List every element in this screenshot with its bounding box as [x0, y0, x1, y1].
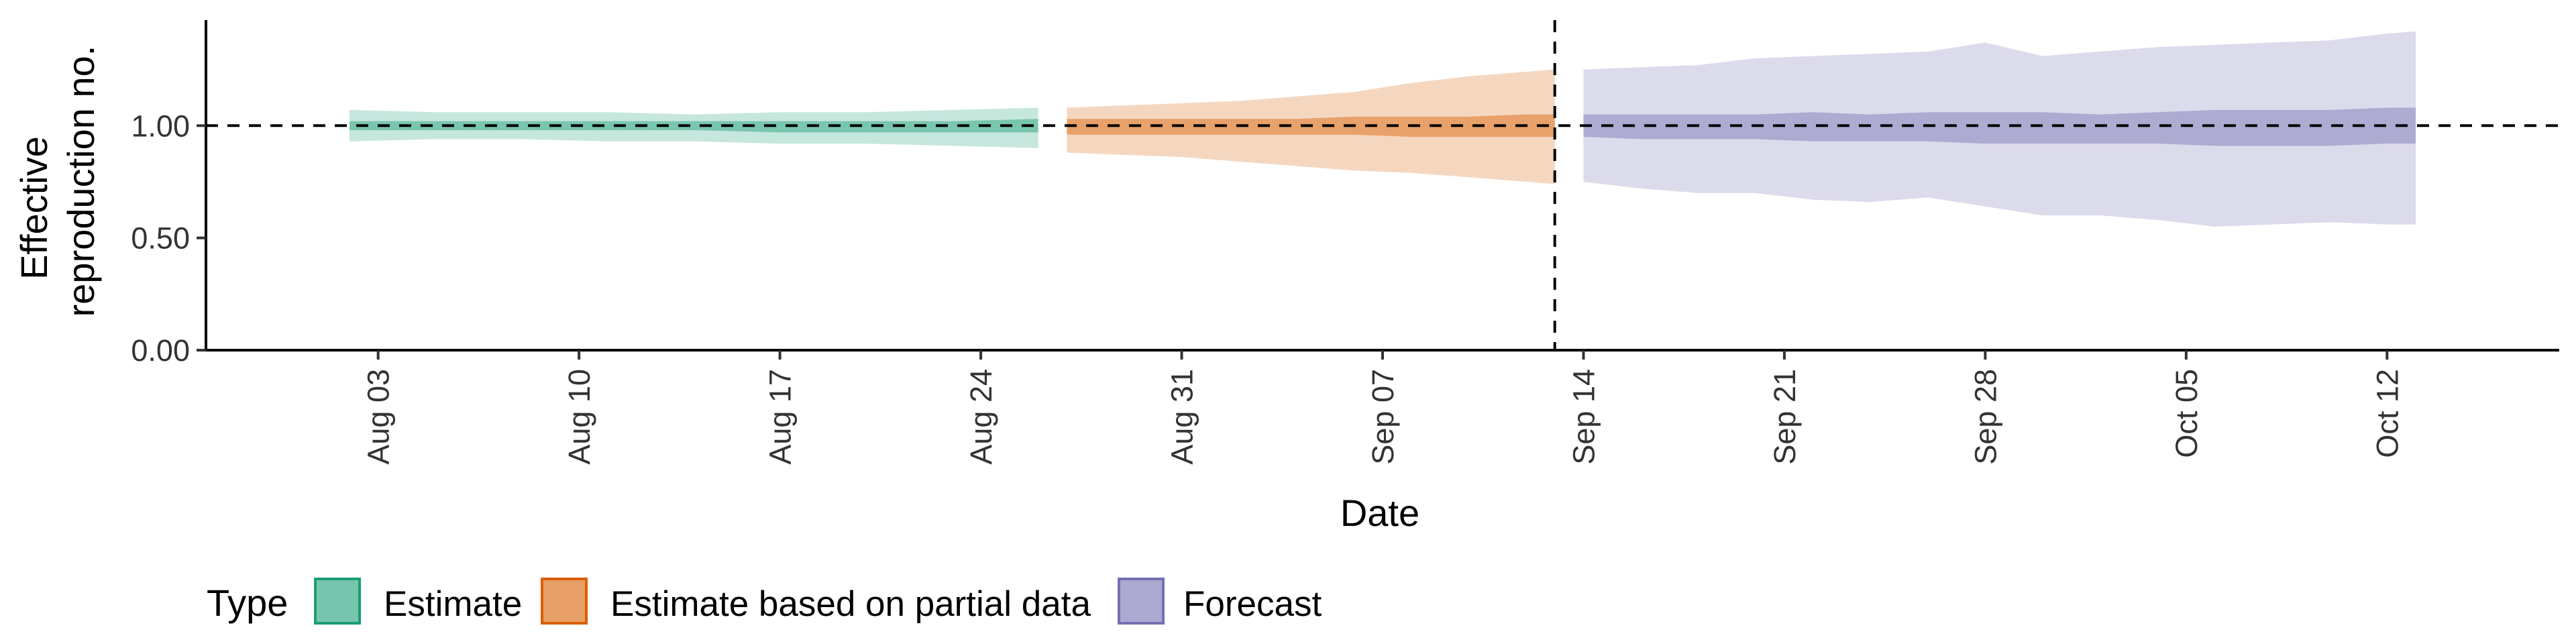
legend-label-forecast: Forecast	[1183, 584, 1322, 624]
x-tick-label: Oct 12	[2370, 369, 2404, 458]
x-tick-label: Sep 14	[1566, 369, 1601, 465]
x-tick-label: Sep 28	[1968, 369, 2002, 465]
x-axis-label: Date	[1340, 492, 1419, 534]
y-axis-label-line-1: Effective	[13, 136, 55, 280]
legend-key-estimate	[314, 578, 361, 625]
y-tick-label: 0.50	[131, 221, 190, 256]
legend-title: Type	[207, 582, 288, 624]
x-tick-label: Aug 10	[562, 369, 596, 465]
x-ticks: Aug 03 Aug 10 Aug 17 Aug 24 Aug 31 Sep 07 Sep …	[362, 350, 2404, 465]
bands-layer	[349, 31, 2416, 227]
x-tick-label: Aug 31	[1165, 369, 1199, 465]
band-outer-2	[1583, 31, 2416, 227]
y-tick-label: 0.00	[131, 333, 190, 368]
legend-key-partial	[541, 578, 588, 625]
y-tick-label: 1.00	[131, 109, 190, 143]
legend-label-partial: Estimate based on partial data	[610, 584, 1091, 624]
band-outer-0	[349, 107, 1038, 148]
y-axis-label-line-2: reproduction no.	[60, 46, 102, 317]
x-tick-label: Oct 05	[2169, 369, 2204, 458]
x-tick-label: Sep 07	[1366, 369, 1400, 465]
x-tick-label: Aug 17	[763, 369, 798, 465]
legend-key-forecast	[1118, 578, 1165, 625]
x-tick-label: Sep 21	[1768, 369, 1802, 465]
legend: Type Estimate Estimate based on partial …	[207, 578, 1322, 625]
x-tick-label: Aug 24	[964, 369, 998, 465]
legend-label-estimate: Estimate	[384, 584, 522, 624]
y-ticks: 0.00 0.50 1.00	[131, 109, 206, 368]
x-tick-label: Aug 03	[362, 369, 396, 465]
band-inner-0	[349, 119, 1038, 133]
